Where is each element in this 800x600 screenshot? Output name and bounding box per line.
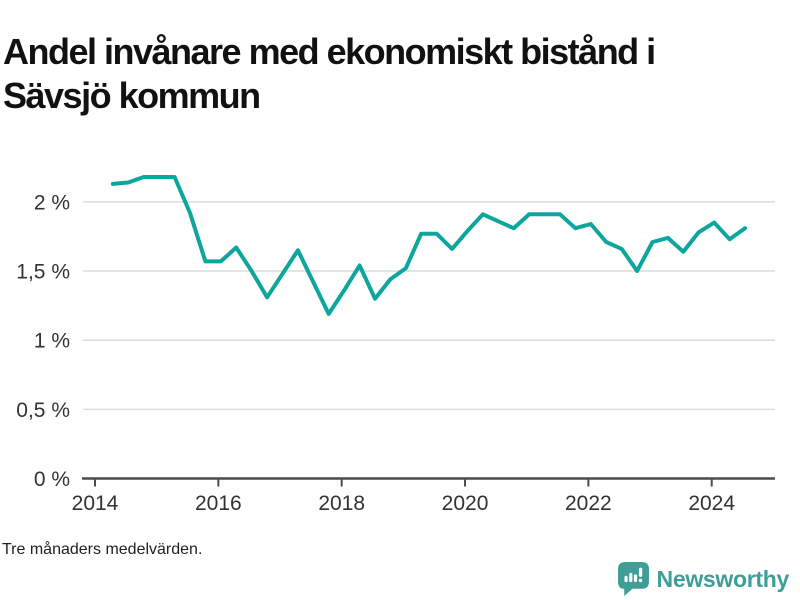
newsworthy-bar-chart-bubble-icon	[617, 562, 649, 596]
svg-text:0 %: 0 %	[34, 468, 70, 491]
svg-text:2018: 2018	[318, 492, 365, 515]
x-axis	[82, 477, 775, 487]
newsworthy-logo-text: Newsworthy	[656, 565, 790, 592]
svg-text:2022: 2022	[565, 492, 612, 515]
svg-text:1,5 %: 1,5 %	[16, 261, 70, 284]
data-series-line	[110, 175, 747, 316]
svg-text:2024: 2024	[688, 492, 735, 515]
svg-text:2016: 2016	[195, 492, 242, 515]
chart-title: Andel invånare med ekonomiskt bistånd i …	[3, 30, 793, 118]
y-gridlines	[83, 201, 775, 411]
svg-text:1 %: 1 %	[34, 330, 70, 353]
svg-text:0,5 %: 0,5 %	[16, 399, 70, 422]
chart-title-line-2: Sävsjö kommun	[3, 75, 261, 117]
chart-title-line-1: Andel invånare med ekonomiskt bistånd i	[3, 31, 656, 73]
svg-text:2 %: 2 %	[34, 191, 70, 214]
chart-footnote: Tre månaders medelvärden.	[2, 541, 203, 558]
y-axis-tick-labels: 0 % 0,5 % 1 % 1,5 % 2 %	[16, 191, 70, 491]
newsworthy-logo[interactable]: Newsworthy	[617, 562, 790, 596]
x-axis-tick-labels: 2014 2016 2018 2020 2022 2024	[72, 492, 736, 515]
svg-text:2020: 2020	[442, 492, 489, 515]
svg-text:2014: 2014	[72, 492, 119, 515]
